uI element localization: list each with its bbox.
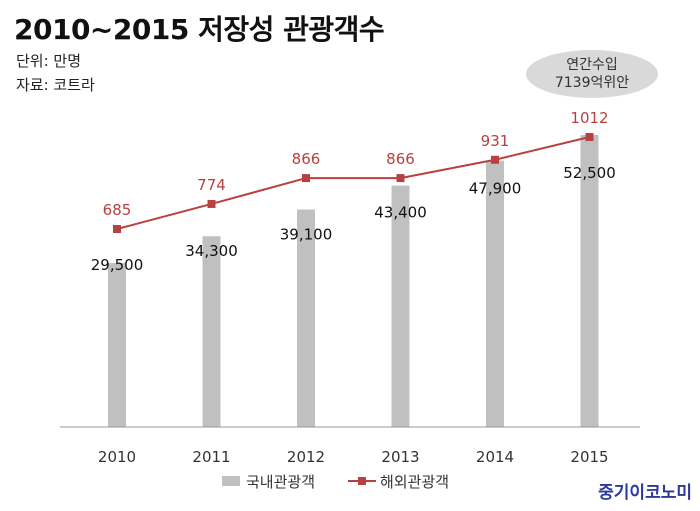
bar-2013 [391, 185, 410, 427]
bar-2010 [108, 262, 126, 427]
bar-value-label: 47,900 [469, 180, 522, 198]
line-value-label: 866 [292, 150, 321, 168]
line-value-label: 866 [386, 150, 415, 168]
bar-value-label: 43,400 [374, 204, 427, 222]
bar-2015 [580, 135, 599, 427]
bar-value-label: 52,500 [563, 164, 616, 182]
x-tick-label: 2015 [570, 448, 608, 466]
series-line-overseas [116, 136, 590, 230]
line-marker-2014 [491, 155, 499, 164]
x-tick-label: 2014 [476, 448, 514, 466]
callout-line1: 연간수입 [566, 57, 618, 73]
x-tick-label: 2011 [192, 448, 230, 466]
line-marker-2011 [207, 199, 216, 208]
x-tick-label: 2012 [287, 448, 325, 466]
chart-title: 2010~2015 저장성 관광객수 [14, 13, 385, 46]
legend-swatch-domestic [222, 476, 240, 486]
legend-marker-overseas [358, 477, 366, 485]
line-marker-2013 [396, 174, 405, 183]
line-marker-2015 [585, 133, 594, 141]
x-tick-label: 2010 [98, 448, 136, 466]
legend-label-overseas: 해외관광객 [380, 473, 449, 491]
bar-value-label: 29,500 [91, 256, 144, 274]
bar-2011 [202, 236, 221, 427]
line-value-label: 931 [481, 132, 510, 150]
line-value-label: 685 [103, 201, 132, 219]
bar-2012 [297, 209, 315, 427]
line-value-label: 774 [197, 176, 226, 194]
unit-label: 단위: 만명 [16, 52, 82, 70]
bar-value-label: 39,100 [280, 226, 333, 244]
bar-value-label: 34,300 [185, 242, 238, 260]
bar-2014 [486, 160, 504, 427]
line-marker-2012 [302, 174, 310, 183]
x-tick-label: 2013 [381, 448, 419, 466]
line-value-label: 1012 [570, 109, 608, 127]
line-marker-2010 [113, 225, 121, 233]
revenue-callout: 연간수입 7139억위안 [526, 50, 658, 98]
source-label: 자료: 코트라 [16, 76, 95, 94]
brand-logo: 중기이코노미 [598, 483, 692, 503]
legend-label-domestic: 국내관광객 [246, 473, 315, 491]
callout-line2: 7139억위안 [554, 75, 630, 91]
